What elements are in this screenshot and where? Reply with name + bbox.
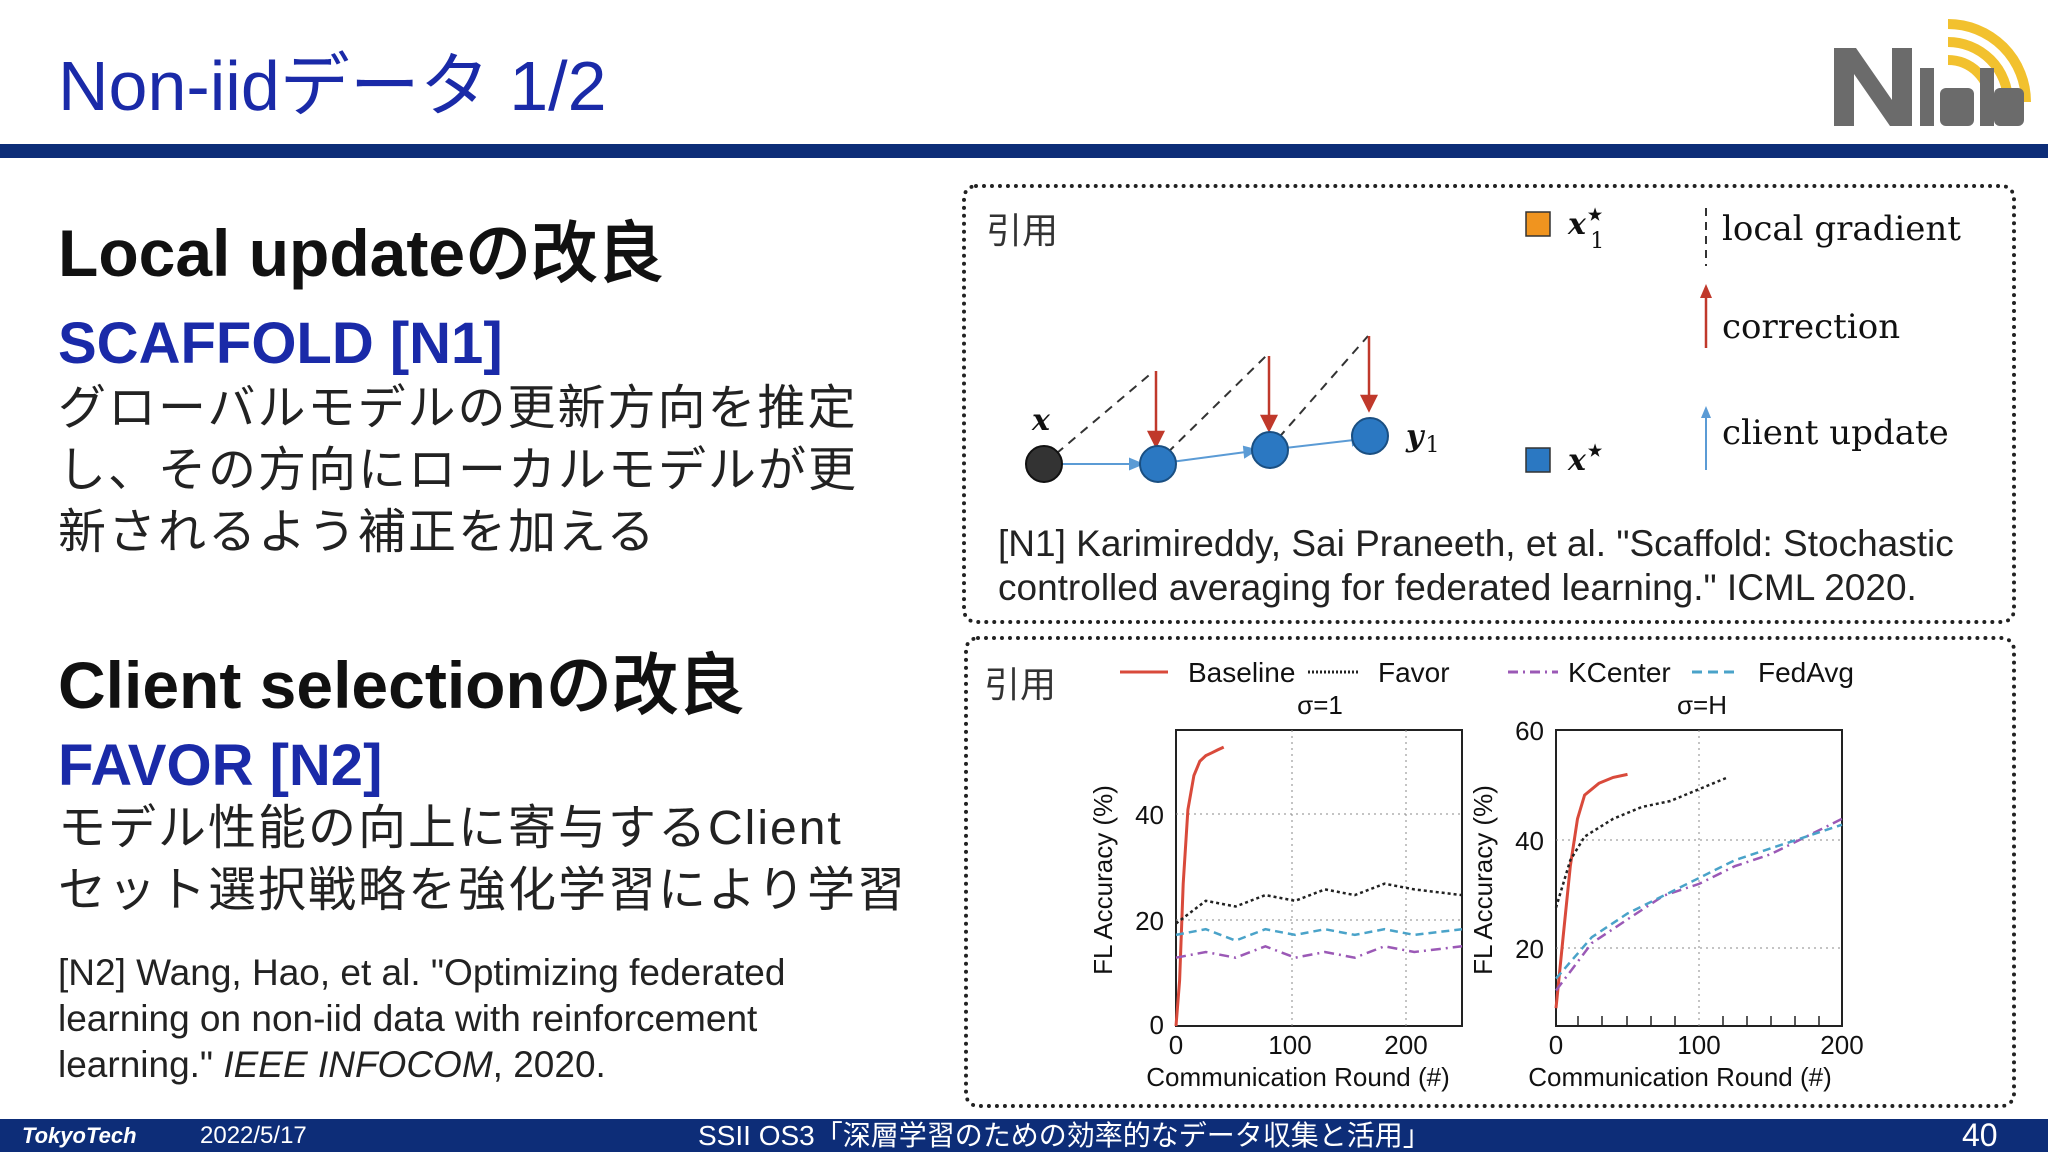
y-tick: 20 [1135, 906, 1164, 936]
series-kcenter [1555, 817, 1843, 992]
x-axis-label: Communication Round (#) [1528, 1062, 1831, 1092]
method-title-favor: FAVOR [N2] [58, 733, 383, 798]
legend-favor: Favor [1378, 657, 1450, 688]
y-tick: 40 [1515, 826, 1544, 856]
ref-text: learning." [58, 1044, 224, 1085]
legend-baseline: Baseline [1188, 657, 1295, 688]
legend-local-gradient: local gradient [1722, 209, 1961, 249]
ref-venue: IEEE INFOCOM [223, 1044, 493, 1085]
chart-panel-right: σ=H 20 40 60 0 100 200 Communication Rou… [1468, 690, 1864, 1092]
x-tick: 0 [1549, 1030, 1563, 1060]
method-desc-favor: モデル性能の向上に寄与するClient セット選択戦略を強化学習により学習 [58, 798, 958, 922]
x-axis-label: Communication Round (#) [1146, 1062, 1449, 1092]
ref-line: [N2] Wang, Hao, et al. "Optimizing feder… [58, 952, 786, 993]
series-favor [1554, 776, 1729, 908]
footer-date: 2022/5/17 [200, 1122, 307, 1149]
legend-square-blue [1525, 447, 1551, 473]
y-tick: 0 [1150, 1010, 1164, 1040]
x-tick: 0 [1169, 1030, 1183, 1060]
section-heading-local-update: Local updateの改良 [58, 216, 664, 290]
footer-event: SSII OS3「深層学習のための効率的なデータ収集と活用」 [698, 1120, 1431, 1151]
ref-text: , 2020. [492, 1044, 606, 1085]
series-fedavg [1555, 823, 1843, 980]
desc-line: セット選択戦略を強化学習により学習 [58, 864, 908, 917]
method-title-scaffold: SCAFFOLD [N1] [58, 311, 503, 376]
header-rule [0, 144, 2048, 158]
ref-line: controlled averaging for federated learn… [998, 567, 1917, 608]
node-x [1025, 445, 1063, 483]
reference-n1: [N1] Karimireddy, Sai Praneeth, et al. "… [998, 522, 2008, 610]
ref-line: learning." IEEE INFOCOM, 2020. [58, 1042, 958, 1088]
legend-fedavg: FedAvg [1758, 657, 1854, 688]
scaffold-diagram: x y1 x ★ 1 x ★ local gradient correction cl… [1025, 205, 1961, 483]
label-x: x [1031, 403, 1051, 438]
nlab-logo [1834, 19, 2031, 126]
y-tick: 20 [1515, 934, 1544, 964]
panel-title: σ=1 [1297, 690, 1343, 720]
footer-bar: TokyoTech 2022/5/17 SSII OS3「深層学習のための効率的… [0, 1119, 2048, 1152]
node-client-1 [1139, 445, 1177, 483]
chart-legend: Baseline Favor KCenter FedAvg [1120, 657, 1854, 688]
favor-charts: Baseline Favor KCenter FedAvg σ=1 0 20 4… [1088, 657, 1864, 1092]
desc-line: モデル性能の向上に寄与するClient [58, 802, 843, 855]
label-x1-star: x ★ 1 [1567, 205, 1604, 254]
desc-line: 新されるよう補正を加える [58, 506, 657, 559]
footer-org-logo: TokyoTech [22, 1123, 137, 1148]
panel-title: σ=H [1677, 690, 1727, 720]
label-x-star: x ★ [1567, 441, 1603, 478]
series-favor [1175, 882, 1463, 925]
quote-label: 引用 [984, 664, 1057, 705]
y-tick: 40 [1135, 800, 1164, 830]
legend-square-orange [1525, 211, 1551, 237]
x-tick: 200 [1384, 1030, 1427, 1060]
series-kcenter [1175, 944, 1463, 959]
method-desc-scaffold: グローバルモデルの更新方向を推定 し、その方向にローカルモデルが更 新されるよう… [58, 378, 908, 564]
page-number: 40 [1962, 1117, 1998, 1153]
desc-line: し、その方向にローカルモデルが更 [58, 444, 859, 497]
figure-scaffold-box [962, 184, 2016, 624]
node-y1 [1351, 417, 1389, 455]
series-fedavg [1175, 927, 1463, 942]
page-title: Non-iidデータ 1/2 [58, 47, 607, 125]
ref-line: learning on non-iid data with reinforcem… [58, 998, 758, 1039]
node-client-2 [1251, 431, 1289, 469]
x-tick: 100 [1268, 1030, 1311, 1060]
chart-panel-left: σ=1 0 20 40 0 100 200 Communication Roun… [1088, 690, 1463, 1092]
legend-client-update: client update [1722, 413, 1949, 453]
legend-kcenter: KCenter [1568, 657, 1671, 688]
ref-line: [N1] Karimireddy, Sai Praneeth, et al. "… [998, 523, 1954, 564]
y-axis-label: FL Accuracy (%) [1088, 785, 1118, 975]
x-tick: 200 [1820, 1030, 1863, 1060]
quote-label: 引用 [986, 210, 1059, 251]
legend-correction: correction [1722, 307, 1900, 347]
reference-n2: [N2] Wang, Hao, et al. "Optimizing feder… [58, 950, 958, 1088]
series-baseline [1174, 745, 1225, 1027]
section-heading-client-selection: Client selectionの改良 [58, 648, 744, 722]
series-baseline [1554, 772, 1628, 1009]
desc-line: グローバルモデルの更新方向を推定 [58, 382, 858, 435]
label-y1: y1 [1405, 419, 1439, 458]
figure-favor-box [964, 636, 2016, 1108]
y-axis-label: FL Accuracy (%) [1468, 785, 1498, 975]
y-tick: 60 [1515, 716, 1544, 746]
x-tick: 100 [1677, 1030, 1720, 1060]
